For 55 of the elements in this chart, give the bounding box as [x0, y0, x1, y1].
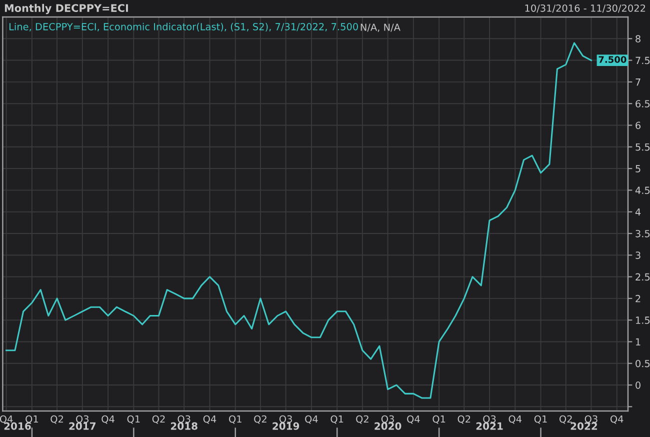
- y-tick-label: 0: [636, 382, 640, 389]
- y-tick-label: 7.5: [636, 56, 650, 64]
- y-tick-label: 7: [636, 78, 640, 86]
- x-tick-label: Q2: [152, 415, 165, 424]
- x-tick-label: Q3: [584, 415, 598, 424]
- y-tick-label: 2: [636, 294, 640, 302]
- text: Line, DECPPY=ECI, Economic Indicator(Last), (S1, S2), 7/31/2022, 7.500: [9, 22, 358, 32]
- y-tick-label: 5: [636, 165, 640, 172]
- y-tick-label: 3.5: [636, 230, 650, 238]
- y-tick-label: 8: [636, 35, 640, 42]
- x-tick-label: Q1: [534, 415, 547, 424]
- x-tick-label: Q4: [610, 415, 624, 424]
- x2-tick-label: 2021: [476, 422, 503, 430]
- y-tick-label: 4.5: [635, 186, 650, 194]
- annotation: N/A, N/A: [360, 24, 400, 32]
- x-tick-label: Q3: [178, 415, 190, 424]
- x-tick-label: Q4: [203, 415, 216, 424]
- data-label: 7.500: [598, 56, 626, 63]
- y-tick-label: 6: [636, 122, 641, 130]
- y-tick-label: 1.5: [636, 316, 650, 324]
- x-tick-label: Q1: [26, 415, 38, 424]
- x-tick-label: Q1: [127, 415, 140, 424]
- x2-tick-label: 2022: [570, 422, 598, 430]
- x-tick-label: Q2: [559, 415, 572, 424]
- chart-title: Monthly DECPPY=ECI: [4, 4, 128, 14]
- x2-tick-label: 2017: [69, 422, 96, 430]
- x-tick-label: Q3: [76, 415, 89, 424]
- x2-tick-label: 2020: [374, 422, 402, 430]
- x-tick-label: Q4: [102, 415, 114, 424]
- x-tick-label: Q2: [254, 415, 266, 424]
- x-tick-label: Q2: [458, 415, 470, 424]
- chart-subtitle: 10/31/2016 - 11/30/2022: [525, 4, 646, 13]
- y-tick-label: 5.5: [636, 143, 650, 151]
- x-tick-label: Q4: [0, 415, 13, 424]
- y-tick-label: 4: [635, 208, 641, 216]
- x-tick-label: Q3: [483, 415, 496, 424]
- x-tick-label: Q1: [330, 415, 344, 424]
- x-tick-label: Q3: [279, 415, 292, 424]
- x-tick-label: Q4: [305, 415, 318, 424]
- x-tick-label: Q1: [432, 415, 446, 424]
- x-tick-label: Q4: [407, 415, 420, 424]
- line-series: [6, 42, 592, 399]
- y-tick-label: 3: [636, 252, 640, 259]
- x-tick-label: Q1: [229, 415, 242, 424]
- y-tick-label: 2.5: [636, 273, 650, 281]
- x-tick-label: Q2: [356, 415, 368, 424]
- x-tick-label: Q4: [508, 415, 522, 424]
- y-tick-label: 1: [636, 338, 640, 346]
- x-tick-label: Q3: [381, 415, 394, 424]
- y-tick-label: 0.5: [636, 360, 650, 368]
- x2-tick-label: 2019: [272, 422, 300, 430]
- y-tick-label: 6.5: [636, 100, 650, 108]
- x2-tick-label: 2018: [170, 422, 198, 430]
- x-tick-label: Q2: [50, 415, 63, 424]
- x2-tick-label: 2016: [4, 422, 31, 430]
